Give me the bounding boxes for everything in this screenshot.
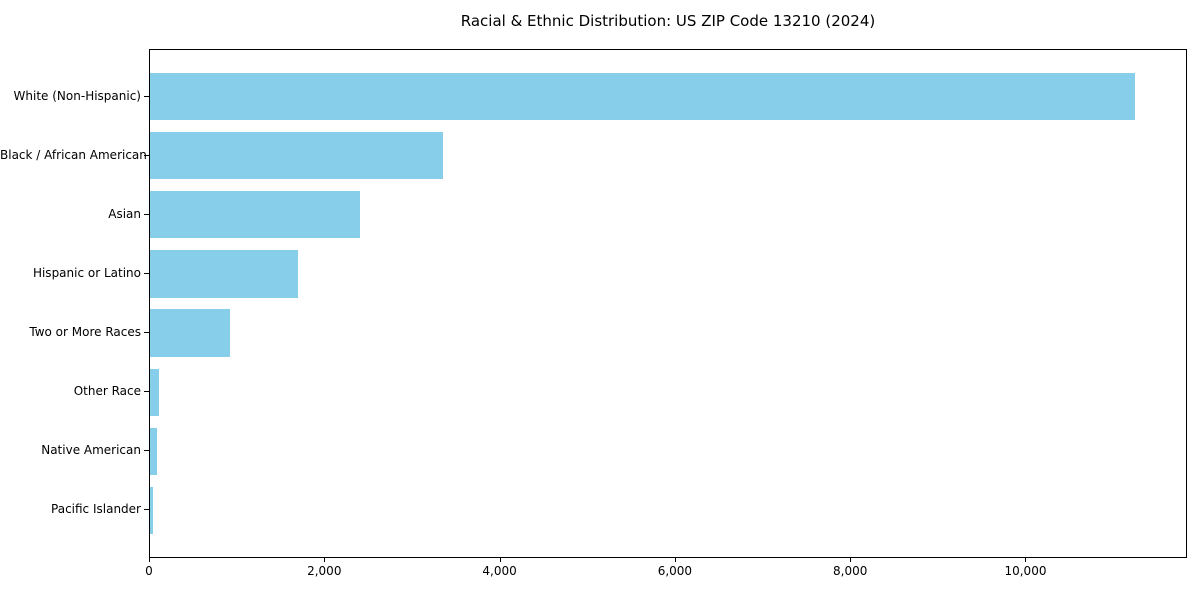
y-axis-label: White (Non-Hispanic): [13, 88, 141, 103]
y-axis-label: Other Race: [73, 384, 141, 399]
y-tick-mark: [144, 213, 149, 215]
bar: [150, 368, 159, 416]
y-axis-label: Native American: [41, 443, 141, 458]
x-tick-mark: [499, 558, 501, 562]
x-tick-label: 4,000: [482, 564, 517, 578]
y-tick-mark: [144, 332, 149, 334]
y-tick-mark: [144, 450, 149, 452]
y-tick-mark: [144, 272, 149, 274]
x-tick-mark: [1025, 558, 1027, 562]
y-tick-mark: [144, 95, 149, 97]
x-tick-mark: [149, 558, 150, 562]
x-tick-label: 2,000: [307, 564, 342, 578]
x-tick-mark: [674, 558, 676, 562]
x-tick-mark: [324, 558, 326, 562]
y-axis-label: Black / African American: [0, 147, 147, 162]
bar: [150, 73, 1136, 121]
bar: [150, 132, 443, 180]
plot-area: [149, 49, 1187, 558]
bar: [150, 427, 157, 475]
x-tick-label: 8,000: [832, 564, 868, 578]
bar: [150, 250, 299, 298]
bar: [150, 191, 361, 239]
x-tick-mark: [850, 558, 852, 562]
y-tick-mark: [144, 154, 149, 156]
x-tick-label: 6,000: [657, 564, 693, 578]
y-axis-label: Pacific Islander: [51, 502, 141, 517]
y-axis-label: Asian: [108, 206, 141, 221]
y-tick-mark: [144, 391, 149, 393]
chart-title: Racial & Ethnic Distribution: US ZIP Cod…: [460, 12, 876, 30]
y-tick-mark: [144, 509, 149, 511]
bar: [150, 309, 230, 357]
bar: [150, 486, 153, 534]
x-tick-label: 0: [145, 564, 153, 578]
x-tick-label: 10,000: [1004, 564, 1047, 578]
y-axis-label: Two or More Races: [29, 325, 141, 340]
y-axis-label: Hispanic or Latino: [32, 265, 141, 280]
